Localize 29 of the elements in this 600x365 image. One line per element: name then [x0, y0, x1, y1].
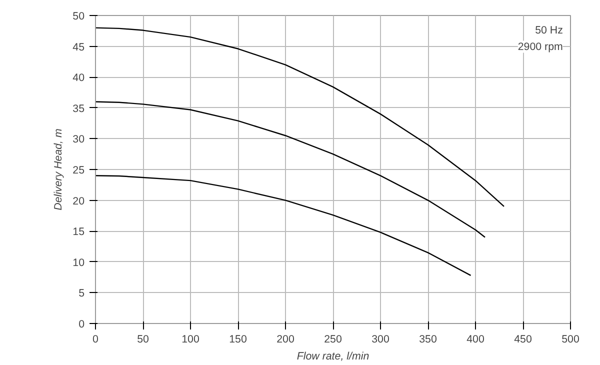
x-tick-label: 150 — [229, 334, 247, 346]
y-tick-label: 50 — [72, 10, 85, 22]
y-tick-label: 40 — [72, 72, 85, 84]
x-tick-label: 450 — [514, 334, 532, 346]
x-tick-label: 300 — [372, 334, 390, 346]
y-tick-label: 30 — [72, 134, 85, 146]
y-axis-title: Delivery Head, m — [52, 128, 65, 210]
annotation: 2900 rpm — [518, 40, 564, 53]
y-tick-label: 25 — [72, 164, 85, 176]
y-tick-label: 20 — [72, 195, 85, 208]
x-tick-label: 100 — [182, 334, 200, 346]
x-tick-label: 500 — [562, 334, 580, 346]
line-series — [96, 175, 472, 276]
x-tick-label: 200 — [276, 334, 294, 346]
x-tick-label: 350 — [419, 334, 437, 346]
x-tick-label: 250 — [324, 334, 342, 346]
x-tick-label: 0 — [92, 334, 99, 346]
y-tick-label: 45 — [72, 41, 85, 54]
y-tick-label: 0 — [78, 318, 85, 330]
y-tick-label: 35 — [72, 102, 85, 115]
x-tick-label: 400 — [466, 334, 484, 346]
line-series — [96, 101, 486, 238]
annotation: 50 Hz — [535, 24, 563, 37]
x-axis-title: Flow rate, l/min — [296, 350, 370, 362]
line-series — [96, 27, 505, 208]
x-tick-label: 50 — [137, 334, 149, 346]
y-tick-label: 15 — [72, 226, 85, 238]
y-tick-label: 5 — [78, 288, 85, 300]
y-tick-label: 10 — [72, 256, 85, 269]
